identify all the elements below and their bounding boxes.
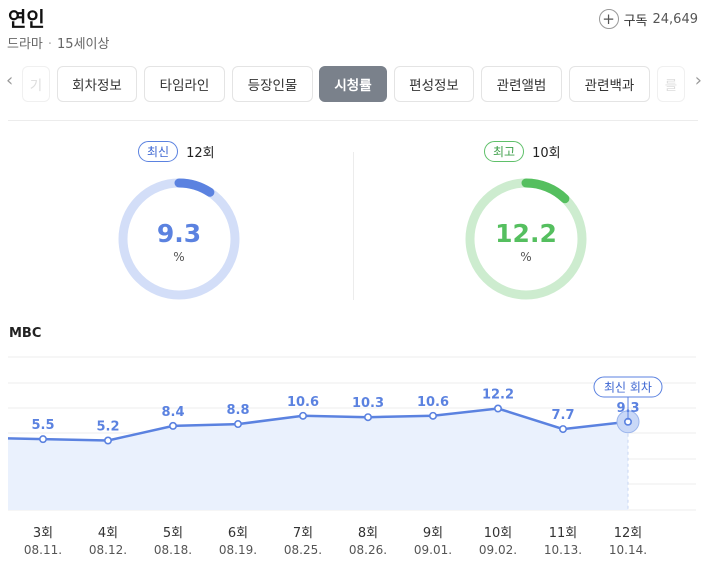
episode-label: 3회 <box>32 526 54 541</box>
data-point <box>493 404 502 413</box>
best-badge: 최고 <box>484 141 525 162</box>
tab-ratings[interactable]: 시청률 <box>319 66 387 102</box>
tab-partial-left[interactable]: 기 <box>22 66 50 102</box>
data-label: 12.2 <box>482 388 514 403</box>
latest-rating-value: 9.3 <box>156 219 202 248</box>
genre-text: 드라마 <box>7 37 43 52</box>
subscriber-count: 24,649 <box>652 11 699 27</box>
x-tick-label: 11회 10.13. <box>533 522 593 557</box>
air-date-label: 08.12. <box>88 543 128 557</box>
page-title: 연인 <box>8 7 45 31</box>
episode-label: 8회 <box>357 526 379 541</box>
data-label: 5.2 <box>96 420 119 435</box>
tab-bar: ‹ 기 회차정보 타임라인 등장인물 시청률 편성정보 관련앨범 관련백과 를 … <box>0 64 708 104</box>
episode-label: 7회 <box>292 526 314 541</box>
x-tick-label: 10회 09.02. <box>468 522 528 557</box>
program-meta: 드라마 · 15세이상 <box>7 33 109 52</box>
divider <box>8 120 698 121</box>
x-tick-label: 6회 08.19. <box>208 522 268 557</box>
x-tick-label: 4회 08.12. <box>78 522 138 557</box>
air-date-label: 09.02. <box>478 543 518 557</box>
data-label: 7.7 <box>551 408 574 423</box>
air-date-label: 09.01. <box>413 543 453 557</box>
tab-episode-info[interactable]: 회차정보 <box>57 66 137 102</box>
latest-rating-header: 최신 12회 <box>138 141 215 162</box>
plus-circle-icon: + <box>598 9 619 29</box>
data-label: 10.3 <box>352 396 384 411</box>
air-date-label: 08.26. <box>348 543 388 557</box>
data-label: 8.4 <box>161 405 184 420</box>
chart-area-fill <box>8 408 628 510</box>
episode-label: 6회 <box>227 526 249 541</box>
latest-ring-progress <box>118 178 240 300</box>
data-point <box>558 425 567 434</box>
data-label: 10.6 <box>417 395 449 410</box>
latest-rating-unit: % <box>173 250 185 264</box>
ratings-chart: 5.5 5.28.4 8.810.6 10.3 10.6 12.27.7 9.3최신 회차 <box>7 356 696 511</box>
episode-label: 4회 <box>97 526 119 541</box>
subscribe-button[interactable]: + 구독 24,649 <box>598 9 699 29</box>
air-date-label: 08.11. <box>23 543 63 557</box>
tab-related-encyclopedia[interactable]: 관련백과 <box>569 66 650 102</box>
latest-episode: 12회 <box>186 146 215 161</box>
episode-label: 11회 <box>548 526 578 541</box>
data-point <box>428 411 437 420</box>
best-episode: 10회 <box>532 146 561 161</box>
tab-related-albums[interactable]: 관련앨범 <box>481 66 562 102</box>
data-label: 5.5 <box>31 418 54 433</box>
chevron-right-icon[interactable]: › <box>694 70 702 91</box>
air-date-label: 10.13. <box>543 543 583 557</box>
x-tick-label: 3회 08.11. <box>13 522 73 557</box>
episode-label: 5회 <box>162 526 184 541</box>
data-point <box>38 435 47 444</box>
air-date-label: 08.19. <box>218 543 258 557</box>
x-tick-label: 9회 09.01. <box>403 522 463 557</box>
latest-badge: 최신 <box>138 141 179 162</box>
air-date-label: 08.25. <box>283 543 323 557</box>
best-rating-unit: % <box>520 250 532 264</box>
best-rating-value: 12.2 <box>495 219 557 248</box>
x-tick-label: 8회 08.26. <box>338 522 398 557</box>
data-point <box>363 413 372 422</box>
chevron-left-icon[interactable]: ‹ <box>6 70 14 91</box>
header: 연인 드라마 · 15세이상 + 구독 24,649 <box>0 0 708 60</box>
tab-schedule[interactable]: 편성정보 <box>394 66 474 102</box>
episode-label: 9회 <box>422 526 444 541</box>
best-ring-progress <box>465 178 587 300</box>
data-label: 8.8 <box>226 403 249 418</box>
x-tick-label: 5회 08.18. <box>143 522 203 557</box>
vertical-divider <box>353 152 354 300</box>
x-tick-label: 7회 08.25. <box>273 522 333 557</box>
data-point <box>169 421 178 430</box>
tab-cast[interactable]: 등장인물 <box>232 66 313 102</box>
best-rating-ring <box>465 178 587 300</box>
tab-partial-right[interactable]: 를 <box>657 66 685 102</box>
episode-label: 12회 <box>613 526 643 541</box>
latest-rating-ring <box>118 178 240 300</box>
episode-label: 10회 <box>483 526 513 541</box>
subscribe-label: 구독 <box>623 13 648 29</box>
tab-timeline[interactable]: 타임라인 <box>144 66 225 102</box>
x-tick-label: 12회 10.14. <box>598 522 658 557</box>
air-date-label: 08.18. <box>153 543 193 557</box>
data-point <box>104 436 113 445</box>
callout-box <box>593 376 663 398</box>
separator-dot: · <box>47 37 53 52</box>
data-point <box>234 420 243 429</box>
broadcaster-label: MBC <box>9 326 42 341</box>
data-point <box>298 411 307 420</box>
data-label: 10.6 <box>287 395 319 410</box>
age-rating: 15세이상 <box>57 37 110 52</box>
best-rating-header: 최고 10회 <box>484 141 561 162</box>
latest-episode-callout: 최신 회차 <box>604 381 652 395</box>
air-date-label: 10.14. <box>608 543 648 557</box>
